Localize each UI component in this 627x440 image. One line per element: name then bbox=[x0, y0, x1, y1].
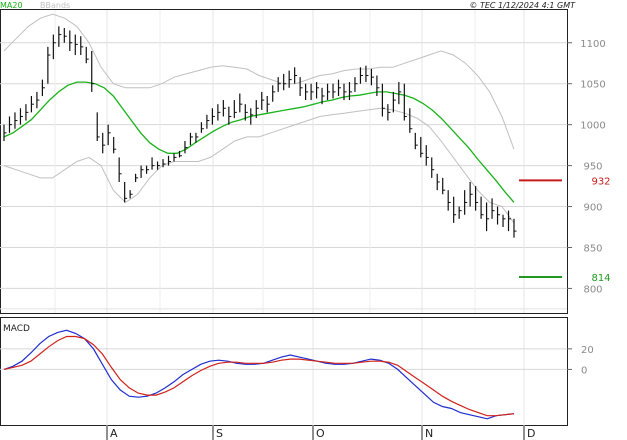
y-tick-label: 1000 bbox=[580, 121, 605, 132]
macd-title: MACD bbox=[3, 324, 30, 334]
ma20-line bbox=[3, 81, 515, 203]
macd-lines bbox=[3, 329, 515, 420]
legend-bbands-label: BBands bbox=[40, 1, 70, 10]
macd-y-tick-label: 20 bbox=[581, 345, 594, 356]
y-tick-label: 1100 bbox=[580, 39, 605, 50]
y-tick-label: 800 bbox=[583, 284, 602, 295]
y-axis-ticks: 1100 1050 1000 950 900 850 800 20 0 bbox=[567, 39, 606, 376]
target-level-label: 814 bbox=[591, 273, 610, 284]
x-tick-label: D bbox=[527, 427, 535, 440]
bollinger-bands bbox=[3, 13, 515, 224]
price-bars bbox=[3, 26, 517, 238]
y-tick-label: 900 bbox=[583, 203, 602, 214]
legend-ma-label: MA20 bbox=[0, 1, 23, 10]
bband-lower-line bbox=[3, 107, 515, 224]
target-level-label: 932 bbox=[591, 176, 610, 187]
grid-lines bbox=[0, 10, 567, 426]
macd-y-tick-label: 0 bbox=[581, 365, 587, 376]
price-panel-frame bbox=[0, 9, 568, 314]
moving-average bbox=[3, 81, 515, 203]
macd-panel-frame bbox=[0, 317, 568, 426]
x-tick-label: A bbox=[110, 427, 118, 440]
signal-line bbox=[3, 335, 515, 417]
y-tick-label: 1050 bbox=[580, 80, 605, 91]
y-tick-label: 850 bbox=[583, 243, 602, 254]
bband-upper-line bbox=[3, 13, 515, 150]
y-tick-label: 950 bbox=[583, 162, 602, 173]
copyright-text: © TEC 1/12/2024 4:1 GMT bbox=[469, 1, 576, 10]
x-tick-label: O bbox=[316, 427, 325, 440]
x-tick-label: N bbox=[425, 427, 433, 440]
x-tick-label: S bbox=[216, 427, 223, 440]
target-markers: 932 814 bbox=[519, 176, 611, 284]
